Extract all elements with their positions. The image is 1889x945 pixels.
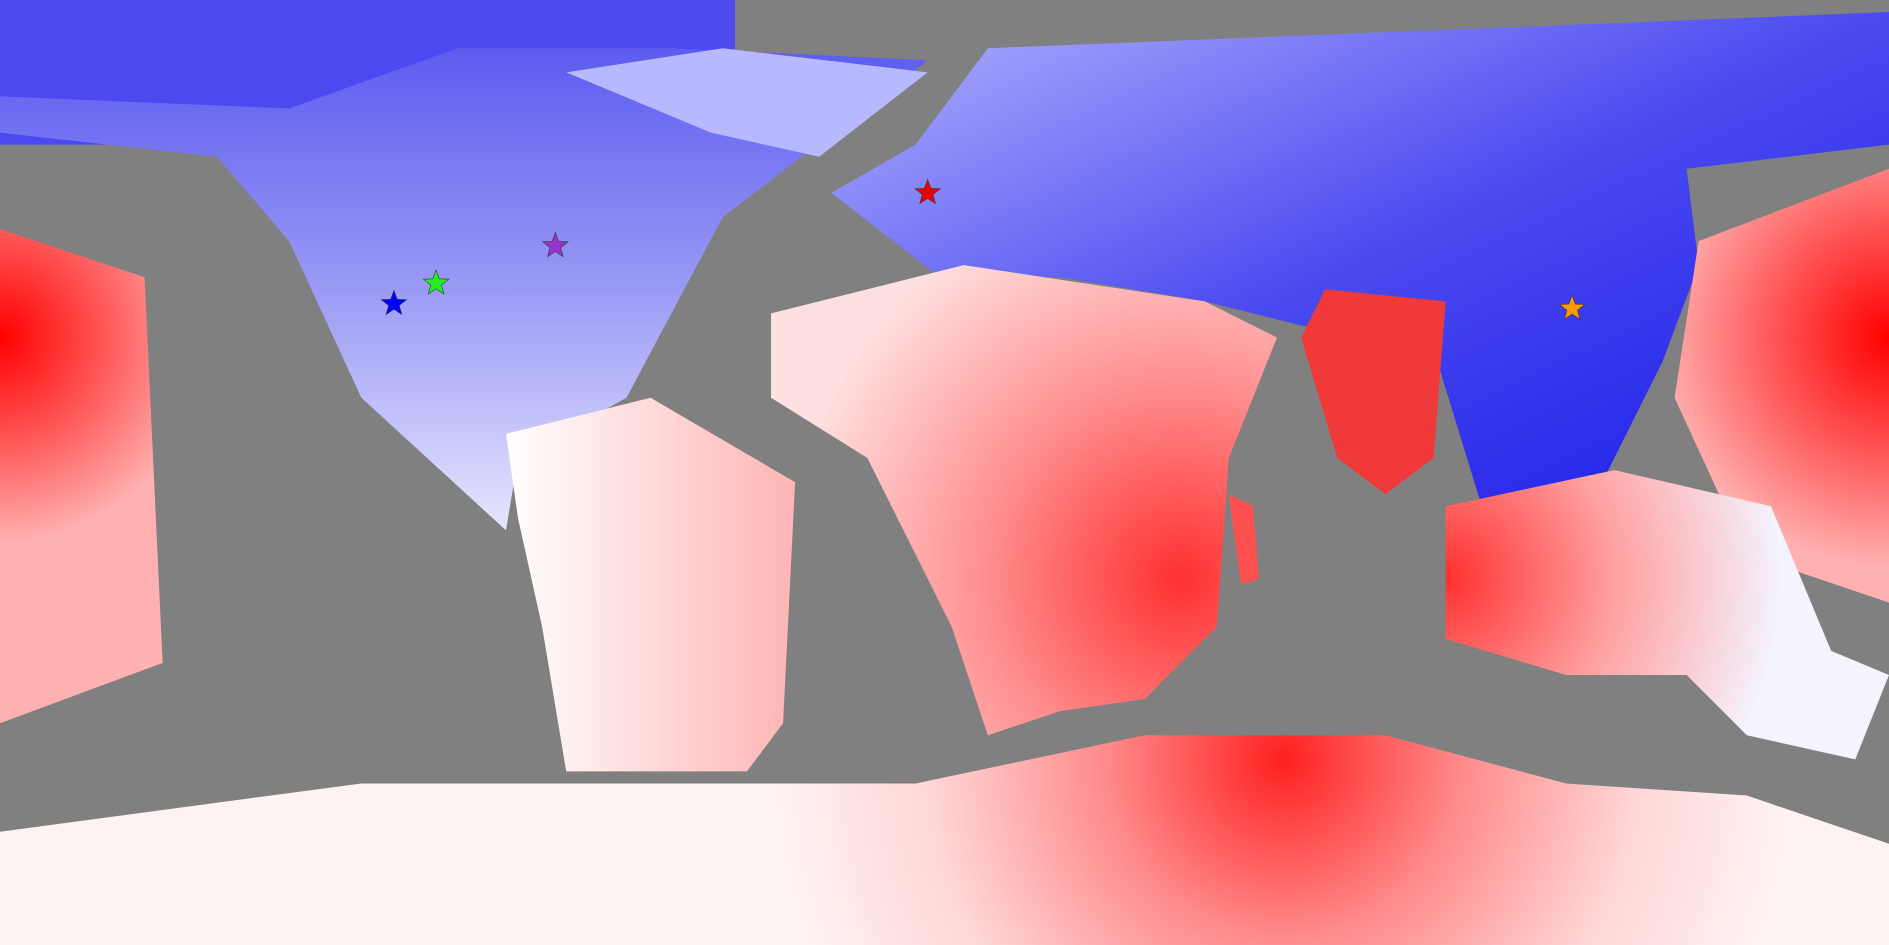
marker-star: [914, 178, 942, 205]
marker-star: [1558, 294, 1586, 320]
marker-star: [422, 269, 450, 295]
markers: [380, 178, 1586, 320]
marker-star: [380, 289, 408, 316]
marker-star: [541, 231, 569, 258]
